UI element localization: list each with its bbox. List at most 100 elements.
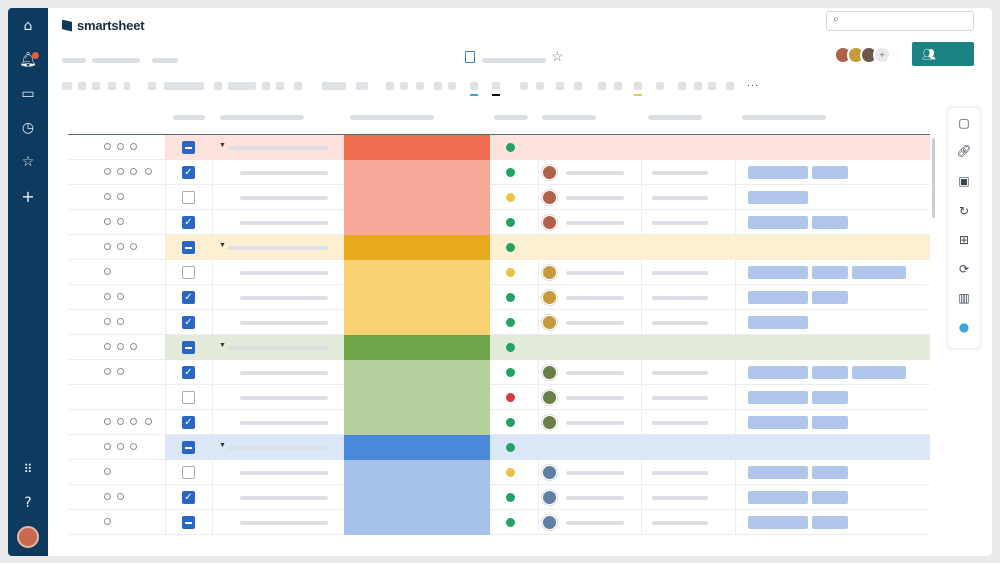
toolbar-button[interactable]: [492, 82, 500, 90]
toolbar-button[interactable]: [294, 82, 302, 90]
breadcrumb-item[interactable]: [92, 58, 140, 63]
date-cell[interactable]: [652, 271, 708, 275]
task-name[interactable]: [228, 446, 328, 450]
toolbar-button[interactable]: [434, 82, 442, 90]
toolbar-button[interactable]: [276, 82, 284, 90]
assignee-name[interactable]: [566, 221, 624, 225]
toolbar-button[interactable]: [78, 82, 86, 90]
row-checkbox[interactable]: ✓: [182, 291, 195, 304]
chat-icon[interactable]: [117, 493, 124, 500]
table-row[interactable]: ✓: [68, 485, 930, 510]
assignee-name[interactable]: [566, 421, 624, 425]
chat-icon[interactable]: [117, 293, 124, 300]
toolbar-button[interactable]: [448, 82, 456, 90]
tag-pill[interactable]: [812, 516, 848, 529]
assignee-avatar[interactable]: [542, 515, 557, 530]
row-checkbox[interactable]: [182, 341, 195, 354]
column-header[interactable]: [648, 115, 702, 120]
chat-icon[interactable]: [117, 218, 124, 225]
reminder-icon[interactable]: [145, 168, 152, 175]
tag-pill[interactable]: [748, 291, 808, 304]
assignee-avatar[interactable]: [542, 315, 557, 330]
assignee-name[interactable]: [566, 371, 624, 375]
comment-icon[interactable]: [104, 318, 111, 325]
date-cell[interactable]: [652, 221, 708, 225]
task-name[interactable]: [228, 346, 328, 350]
chat-icon[interactable]: [117, 343, 124, 350]
clock-icon[interactable]: ◷: [21, 120, 35, 136]
toolbar-button[interactable]: [416, 82, 424, 90]
table-row[interactable]: ✓: [68, 360, 930, 385]
comment-icon[interactable]: [104, 368, 111, 375]
status-dot[interactable]: [506, 168, 515, 177]
tag-pill[interactable]: [852, 266, 906, 279]
status-color-cell[interactable]: [344, 335, 490, 360]
favorite-star-icon[interactable]: ☆: [551, 48, 564, 64]
plus-icon[interactable]: +: [21, 186, 35, 206]
toolbar-button[interactable]: [214, 82, 222, 90]
date-cell[interactable]: [652, 321, 708, 325]
tag-pill[interactable]: [748, 491, 808, 504]
tag-pill[interactable]: [748, 266, 808, 279]
status-color-cell[interactable]: [344, 360, 490, 385]
task-name[interactable]: [240, 471, 328, 475]
tag-pill[interactable]: [748, 466, 808, 479]
assignee-avatar[interactable]: [542, 190, 557, 205]
tag-pill[interactable]: [748, 416, 808, 429]
row-checkbox[interactable]: ✓: [182, 316, 195, 329]
collapse-caret-icon[interactable]: ▼: [219, 142, 226, 149]
collapse-caret-icon[interactable]: ▼: [219, 342, 226, 349]
task-name[interactable]: [240, 321, 328, 325]
search-input[interactable]: ⌕: [826, 11, 974, 31]
status-color-cell[interactable]: [344, 510, 490, 535]
assignee-avatar[interactable]: [542, 165, 557, 180]
chat-icon[interactable]: [117, 143, 124, 150]
status-color-cell[interactable]: [344, 310, 490, 335]
breadcrumb-item[interactable]: [62, 58, 86, 63]
table-row[interactable]: ✓: [68, 310, 930, 335]
assignee-avatar[interactable]: [542, 365, 557, 380]
comment-icon[interactable]: [104, 168, 111, 175]
toolbar-button[interactable]: [108, 82, 116, 90]
tag-pill[interactable]: [812, 216, 848, 229]
chat-icon[interactable]: [117, 443, 124, 450]
group-row[interactable]: ▼: [68, 235, 930, 260]
comment-icon[interactable]: [104, 418, 111, 425]
collapse-caret-icon[interactable]: ▼: [219, 242, 226, 249]
assignee-name[interactable]: [566, 396, 624, 400]
tag-pill[interactable]: [748, 191, 808, 204]
sheet-title[interactable]: [482, 58, 546, 63]
row-checkbox[interactable]: [182, 516, 195, 529]
table-row[interactable]: [68, 460, 930, 485]
assignee-name[interactable]: [566, 496, 624, 500]
status-dot[interactable]: [506, 218, 515, 227]
row-checkbox[interactable]: [182, 266, 195, 279]
status-color-cell[interactable]: [344, 235, 490, 260]
tag-pill[interactable]: [748, 366, 808, 379]
row-checkbox[interactable]: ✓: [182, 366, 195, 379]
table-row[interactable]: [68, 385, 930, 410]
toolbar-button[interactable]: [400, 82, 408, 90]
task-name[interactable]: [240, 396, 328, 400]
table-row[interactable]: ✓: [68, 285, 930, 310]
status-dot[interactable]: [506, 268, 515, 277]
table-row[interactable]: [68, 185, 930, 210]
date-cell[interactable]: [652, 496, 708, 500]
assignee-avatar[interactable]: [542, 490, 557, 505]
assignee-avatar[interactable]: [542, 215, 557, 230]
toolbar-button[interactable]: [598, 82, 606, 90]
proofing-icon[interactable]: ▣: [958, 174, 970, 188]
date-cell[interactable]: [652, 521, 708, 525]
row-checkbox[interactable]: ✓: [182, 166, 195, 179]
status-dot[interactable]: [506, 493, 515, 502]
folder-icon[interactable]: ▭: [21, 86, 35, 102]
toolbar-button[interactable]: [574, 82, 582, 90]
tag-pill[interactable]: [812, 491, 848, 504]
toolbar-button[interactable]: [520, 82, 528, 90]
date-cell[interactable]: [652, 171, 708, 175]
status-color-cell[interactable]: [344, 160, 490, 185]
comment-icon[interactable]: [104, 293, 111, 300]
comment-icon[interactable]: [104, 268, 111, 275]
tag-pill[interactable]: [748, 516, 808, 529]
task-name[interactable]: [240, 421, 328, 425]
